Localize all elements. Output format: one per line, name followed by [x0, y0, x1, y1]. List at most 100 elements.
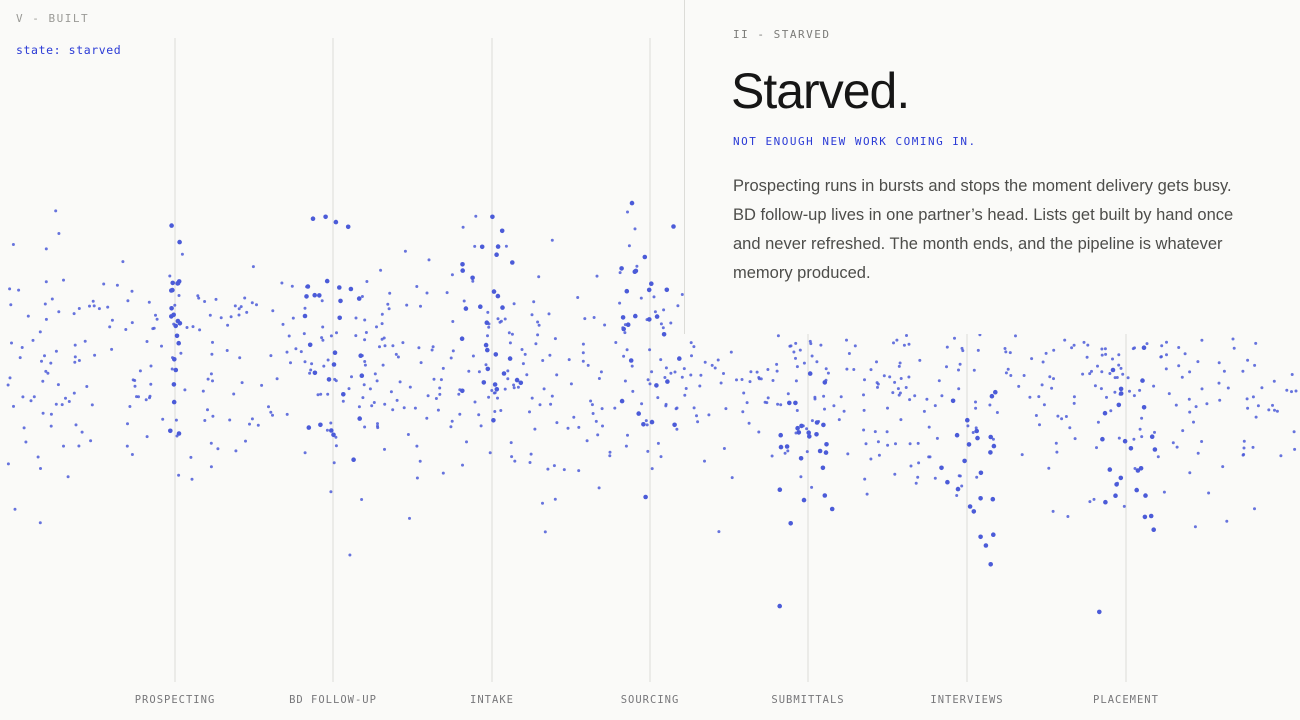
work-item-dot [269, 354, 273, 358]
work-item-dot [363, 363, 367, 367]
work-item-dot [267, 405, 270, 409]
work-item-dot [1004, 371, 1008, 375]
work-item-dot [796, 430, 802, 435]
work-item-dot [1038, 423, 1041, 427]
work-item-dot [597, 486, 601, 490]
work-item-dot [1222, 369, 1226, 373]
work-item-dot [183, 388, 187, 392]
work-item-dot [494, 387, 500, 392]
work-item-dot [1056, 414, 1060, 418]
work-item-dot [419, 304, 422, 308]
work-item-dot [234, 449, 238, 453]
work-item-dot [749, 370, 753, 374]
work-item-dot [463, 306, 469, 311]
work-item-dot [1225, 519, 1229, 523]
work-item-dot [6, 383, 10, 387]
work-item-dot [281, 322, 285, 326]
work-item-dot [458, 412, 462, 416]
work-item-dot [436, 408, 440, 412]
work-item-dot [793, 400, 798, 406]
work-item-dot [450, 273, 454, 277]
work-item-dot [669, 371, 673, 375]
work-item-dot [945, 479, 950, 485]
work-item-dot [650, 370, 654, 374]
work-item-dot [29, 399, 33, 403]
work-item-dot [1093, 384, 1097, 388]
work-item-dot [591, 412, 595, 415]
work-item-dot [1047, 466, 1051, 470]
work-item-dot [209, 441, 213, 445]
work-item-dot [173, 323, 178, 329]
work-item-dot [124, 328, 128, 331]
work-item-dot [391, 408, 395, 412]
work-item-dot [1037, 395, 1041, 399]
work-item-dot [722, 447, 726, 450]
work-item-dot [326, 392, 330, 396]
work-item-dot [648, 348, 652, 352]
work-item-dot [80, 430, 84, 434]
work-item-dot [401, 341, 405, 345]
work-item-dot [208, 313, 212, 317]
work-item-dot [873, 430, 877, 434]
work-item-dot [822, 380, 828, 385]
work-item-dot [821, 422, 826, 428]
work-item-dot [168, 428, 173, 434]
work-item-dot [1141, 405, 1147, 410]
work-item-dot [953, 336, 956, 340]
work-item-dot [91, 299, 95, 303]
work-item-dot [479, 244, 485, 250]
work-item-dot [974, 406, 978, 410]
work-item-dot [376, 424, 379, 428]
work-item-dot [649, 419, 655, 425]
work-item-dot [1073, 437, 1077, 441]
work-item-dot [550, 238, 554, 242]
work-item-dot [957, 474, 961, 478]
work-item-dot [350, 375, 353, 379]
work-item-dot [430, 348, 434, 352]
work-item-dot [853, 344, 857, 348]
work-item-dot [682, 367, 686, 371]
work-item-dot [465, 440, 468, 444]
work-item-dot [518, 380, 524, 386]
section-label: V - BUILT [16, 12, 90, 25]
work-item-dot [38, 521, 42, 525]
work-item-dot [77, 307, 81, 310]
work-item-dot [1207, 491, 1211, 495]
work-item-dot [863, 378, 866, 382]
work-item-dot [815, 360, 819, 364]
work-item-dot [820, 465, 826, 471]
work-item-dot [498, 320, 502, 324]
work-item-dot [650, 467, 654, 471]
work-item-dot [898, 361, 902, 365]
work-item-dot [775, 369, 779, 373]
work-item-dot [599, 370, 603, 374]
stage-guide-lines [174, 38, 1127, 682]
work-item-dot [395, 398, 399, 402]
work-item-dot [378, 345, 381, 349]
work-item-dot [542, 387, 546, 391]
work-item-dot [8, 376, 12, 380]
work-item-dot [528, 461, 532, 464]
work-item-dot [1165, 340, 1168, 344]
work-item-dot [303, 306, 307, 310]
work-item-dot [975, 435, 980, 441]
work-item-dot [536, 320, 540, 324]
work-item-dot [809, 342, 813, 346]
work-item-dot [988, 434, 993, 440]
work-item-dot [1122, 438, 1128, 444]
work-item-dot [925, 397, 929, 401]
work-item-dot [978, 470, 984, 476]
work-item-dot [577, 469, 581, 473]
work-item-dot [501, 371, 507, 376]
work-item-dot [364, 331, 368, 334]
work-item-dot [652, 295, 656, 299]
work-item-dot [484, 320, 490, 326]
work-item-dot [1092, 497, 1096, 501]
work-item-dot [663, 376, 667, 379]
work-item-dot [185, 326, 189, 329]
work-item-dot [520, 348, 524, 351]
work-item-dot [891, 391, 895, 395]
work-item-dot [619, 266, 624, 271]
work-item-dot [631, 389, 635, 393]
